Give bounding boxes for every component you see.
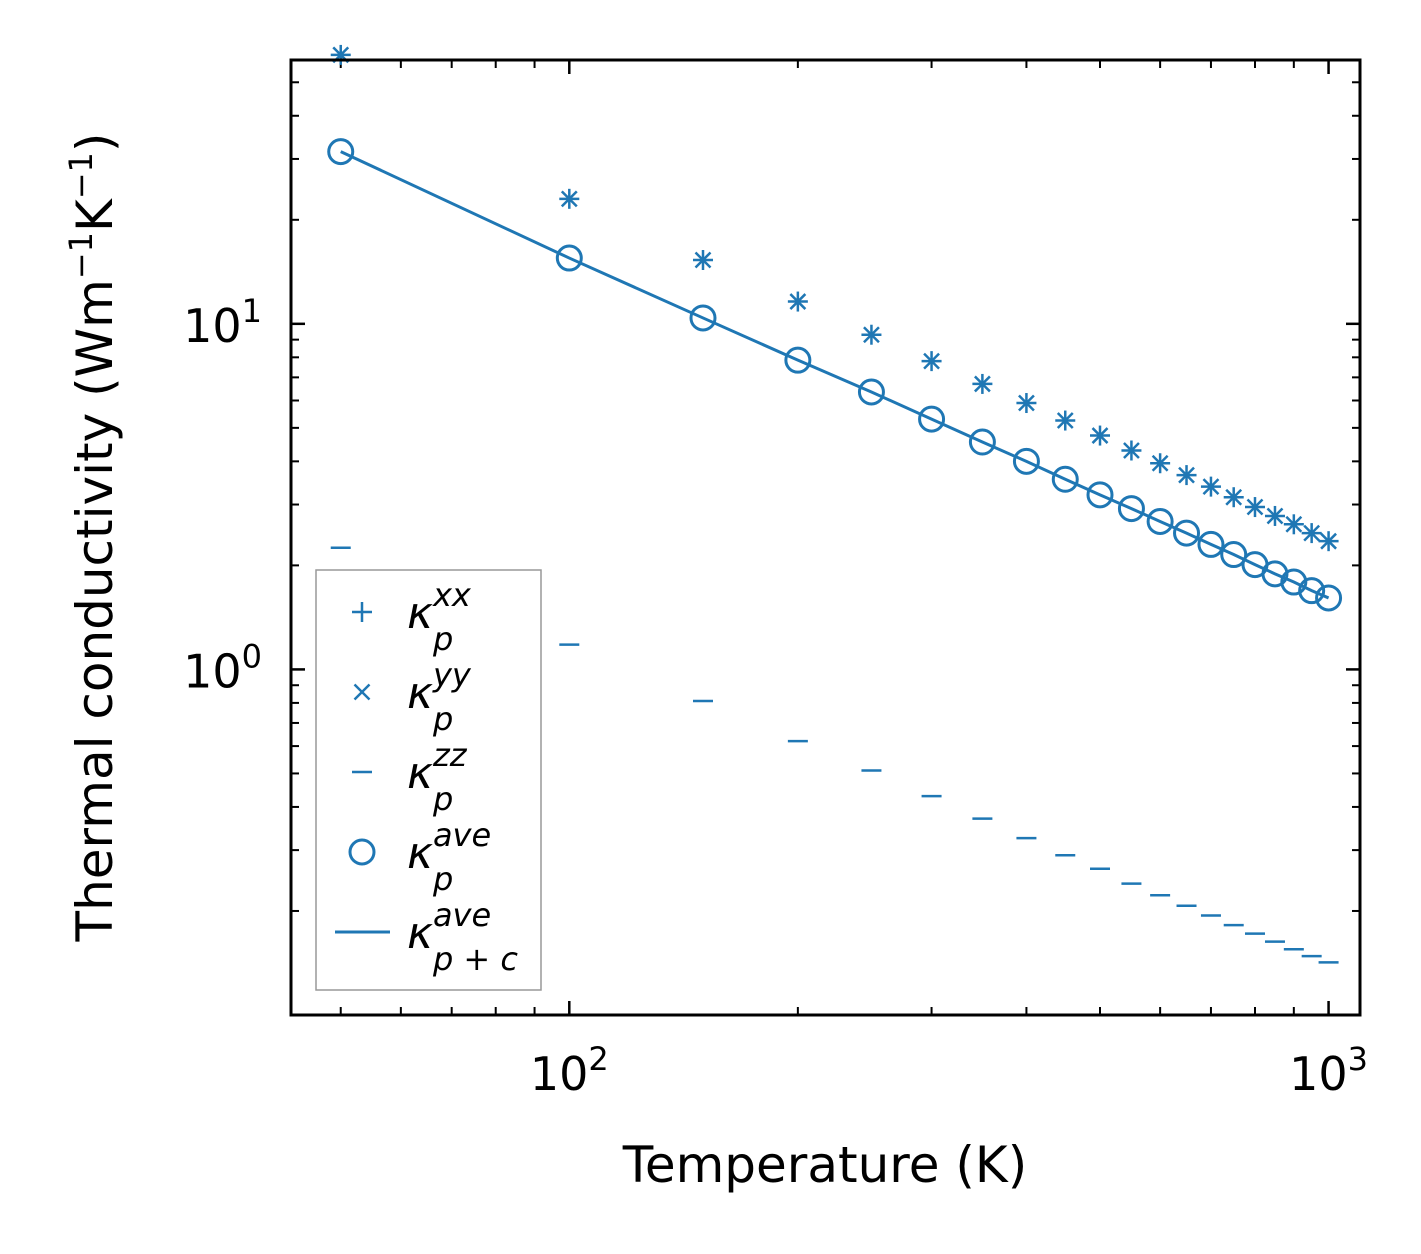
- data-point-kappa_p_yy: [694, 251, 712, 269]
- legend-item-kappa_pc_ave: κave p + c: [335, 896, 518, 978]
- data-point-kappa_p_yy: [1123, 442, 1140, 459]
- data-point-kappa_p_ave: [1086, 481, 1114, 509]
- data-point-kappa_p_ave: [1051, 465, 1079, 493]
- data-point-kappa_p_yy: [974, 375, 991, 393]
- data-point-kappa_p_yy: [1056, 412, 1074, 429]
- data-point-kappa_p_yy: [1178, 466, 1195, 484]
- data-point-kappa_p_ave: [1298, 577, 1326, 605]
- legend-label-kappa_p_ave: κave p: [407, 816, 491, 898]
- legend-item-kappa_p_zz: κzz p: [352, 736, 468, 818]
- data-point-kappa_p_yy: [1151, 454, 1169, 472]
- legend-label-kappa_p_zz: κzz p: [407, 736, 468, 818]
- tick-labels: 102 103 100 101: [183, 292, 1368, 1101]
- data-point-kappa_p_yy: [789, 293, 807, 310]
- data-point-kappa_p_yy: [1266, 507, 1284, 525]
- data-point-kappa_p_ave: [689, 304, 717, 332]
- data-point-kappa_p_ave: [1220, 541, 1248, 569]
- legend-item-kappa_p_ave: κave p: [348, 816, 491, 898]
- data-point-kappa_p_yy: [1202, 478, 1220, 496]
- x-tick-label: 103: [1289, 1040, 1368, 1101]
- data-point-kappa_p_ave: [1315, 584, 1343, 612]
- data-point-kappa_p_yy: [923, 352, 940, 370]
- x-tick-label: 102: [530, 1040, 609, 1101]
- data-point-kappa_p_ave: [1012, 447, 1040, 475]
- plot-frame: [289, 58, 1362, 1017]
- legend-marker-kappa_p_yy: [353, 683, 371, 701]
- data-point-kappa_p_yy: [1018, 394, 1035, 412]
- data-point-kappa_p_yy: [1091, 427, 1109, 444]
- data-point-kappa_p_yy: [1320, 532, 1337, 550]
- series-kappa_p_zz: [330, 546, 1339, 964]
- data-point-kappa_p_ave: [918, 405, 946, 433]
- data-point-kappa_p_ave: [968, 428, 996, 456]
- data-point-kappa_p_yy: [560, 190, 578, 208]
- data-point-kappa_p_ave: [327, 138, 355, 166]
- series-kappa_p_yy: [332, 46, 1337, 550]
- legend-marker-kappa_p_ave: [348, 838, 376, 866]
- data-point-kappa_p_ave: [857, 378, 885, 406]
- y-axis-label: Thermal conductivity (Wm−1K−1): [62, 133, 124, 943]
- data-point-kappa_p_ave: [1197, 530, 1225, 558]
- data-point-kappa_p_yy: [1303, 524, 1321, 542]
- series-line-kappa_pc_ave: [340, 150, 1330, 600]
- data-point-kappa_p_yy: [863, 326, 880, 344]
- data-point-kappa_p_ave: [1146, 507, 1174, 535]
- data-point-kappa_p_ave: [784, 346, 812, 374]
- x-axis-label: Temperature (K): [622, 1136, 1027, 1194]
- data-point-kappa_p_ave: [1280, 568, 1308, 596]
- series-kappa_pc_ave: [340, 150, 1330, 600]
- data-point-kappa_p_yy: [1285, 515, 1303, 533]
- data-point-kappa_p_ave: [1117, 495, 1145, 523]
- data-point-kappa_p_yy: [1246, 498, 1264, 516]
- legend-label-kappa_p_yy: κyy p: [407, 656, 472, 738]
- data-point-kappa_p_yy: [1225, 488, 1243, 506]
- legend-frame: [315, 569, 542, 991]
- legend-item-kappa_p_yy: κyy p: [353, 656, 472, 738]
- legend-marker-kappa_p_xx: [352, 602, 372, 622]
- data-point-kappa_p_ave: [1173, 519, 1201, 547]
- legend-label-kappa_p_xx: κxx p: [407, 576, 472, 658]
- plot-data: [327, 44, 1343, 964]
- y-tick-label: 101: [183, 292, 262, 353]
- y-tick-label: 100: [183, 637, 262, 698]
- legend-item-kappa_p_xx: κxx p: [352, 576, 472, 658]
- legend-label-kappa_pc_ave: κave p + c: [407, 896, 518, 978]
- series-kappa_p_ave: [327, 138, 1343, 612]
- data-point-kappa_p_ave: [555, 244, 583, 272]
